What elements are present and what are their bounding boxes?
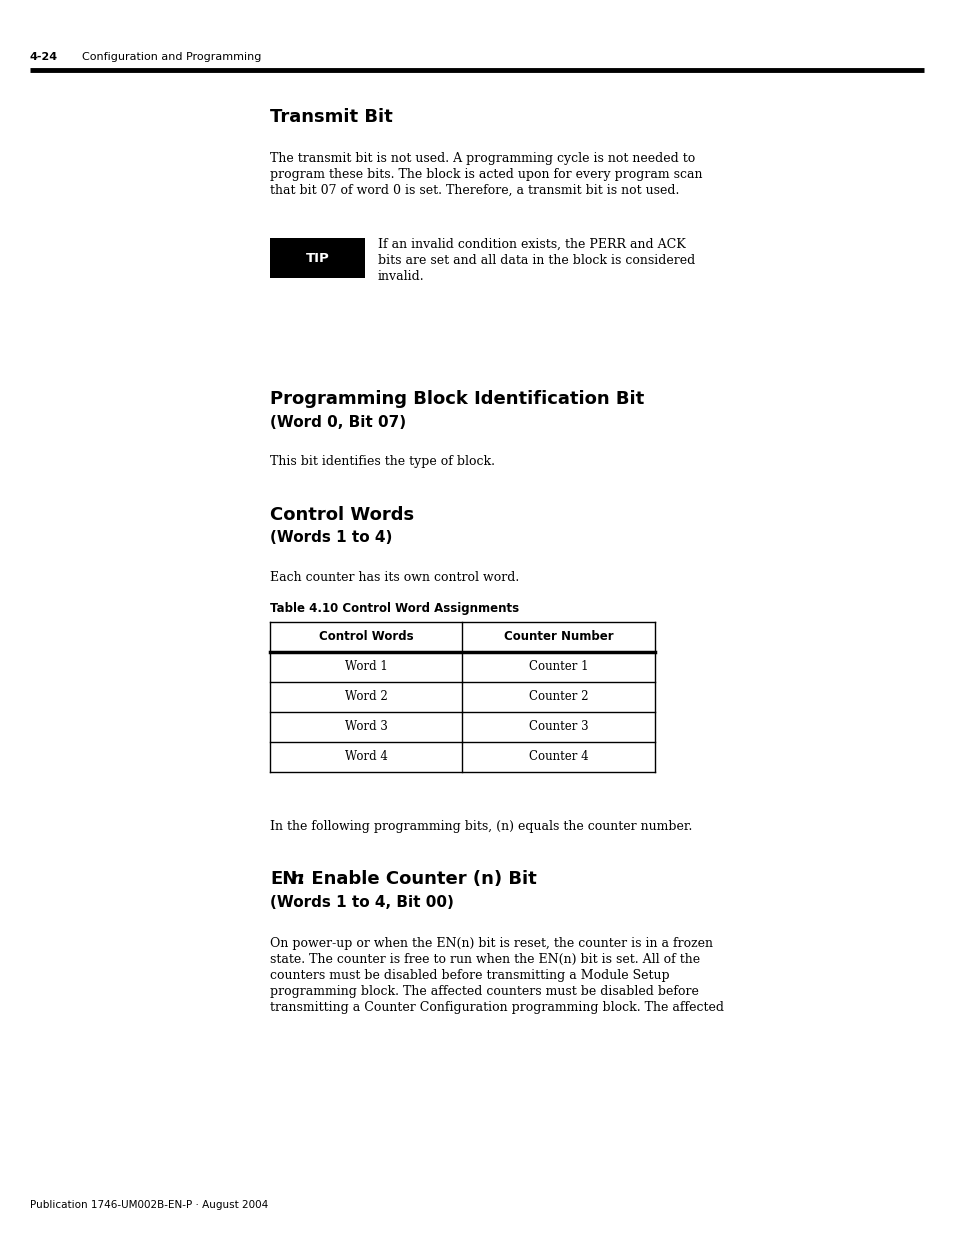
Text: : Enable Counter (n) Bit: : Enable Counter (n) Bit (297, 869, 537, 888)
Text: 4-24: 4-24 (30, 52, 58, 62)
Text: Publication 1746-UM002B-EN-P · August 2004: Publication 1746-UM002B-EN-P · August 20… (30, 1200, 268, 1210)
Text: This bit identifies the type of block.: This bit identifies the type of block. (270, 454, 495, 468)
Text: Table 4.10 Control Word Assignments: Table 4.10 Control Word Assignments (270, 601, 518, 615)
Text: transmitting a Counter Configuration programming block. The affected: transmitting a Counter Configuration pro… (270, 1002, 723, 1014)
Text: On power-up or when the EN(n) bit is reset, the counter is in a frozen: On power-up or when the EN(n) bit is res… (270, 937, 712, 950)
Text: state. The counter is free to run when the EN(n) bit is set. All of the: state. The counter is free to run when t… (270, 953, 700, 966)
Text: invalid.: invalid. (377, 270, 424, 283)
Text: that bit 07 of word 0 is set. Therefore, a transmit bit is not used.: that bit 07 of word 0 is set. Therefore,… (270, 184, 679, 198)
Text: Programming Block Identification Bit: Programming Block Identification Bit (270, 390, 643, 408)
Text: TIP: TIP (305, 252, 329, 264)
Text: Counter 3: Counter 3 (528, 720, 588, 734)
Bar (270, 238, 365, 278)
Text: Counter Number: Counter Number (503, 631, 613, 643)
Text: n: n (290, 869, 302, 888)
Text: Control Words: Control Words (270, 506, 414, 524)
Text: In the following programming bits, (n) equals the counter number.: In the following programming bits, (n) e… (270, 820, 692, 832)
Text: Counter 1: Counter 1 (529, 661, 588, 673)
Text: programming block. The affected counters must be disabled before: programming block. The affected counters… (270, 986, 699, 998)
Text: Word 1: Word 1 (345, 661, 387, 673)
Text: (Word 0, Bit 07): (Word 0, Bit 07) (270, 415, 406, 430)
Text: (Words 1 to 4): (Words 1 to 4) (270, 530, 392, 545)
Text: bits are set and all data in the block is considered: bits are set and all data in the block i… (377, 254, 695, 267)
Text: Word 4: Word 4 (344, 751, 387, 763)
Text: Control Words: Control Words (318, 631, 414, 643)
Text: (Words 1 to 4, Bit 00): (Words 1 to 4, Bit 00) (270, 895, 454, 910)
Text: Counter 2: Counter 2 (529, 690, 588, 704)
Text: EN: EN (270, 869, 297, 888)
Text: counters must be disabled before transmitting a Module Setup: counters must be disabled before transmi… (270, 969, 669, 982)
Text: The transmit bit is not used. A programming cycle is not needed to: The transmit bit is not used. A programm… (270, 152, 695, 165)
Text: Each counter has its own control word.: Each counter has its own control word. (270, 571, 518, 584)
Text: Word 3: Word 3 (344, 720, 387, 734)
Text: program these bits. The block is acted upon for every program scan: program these bits. The block is acted u… (270, 168, 701, 182)
Text: Word 2: Word 2 (345, 690, 387, 704)
Text: Counter 4: Counter 4 (528, 751, 588, 763)
Text: If an invalid condition exists, the PERR and ACK: If an invalid condition exists, the PERR… (377, 238, 685, 251)
Text: Transmit Bit: Transmit Bit (270, 107, 393, 126)
Text: Configuration and Programming: Configuration and Programming (82, 52, 261, 62)
